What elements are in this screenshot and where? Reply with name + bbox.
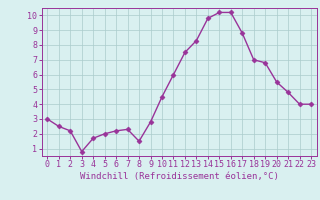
- X-axis label: Windchill (Refroidissement éolien,°C): Windchill (Refroidissement éolien,°C): [80, 172, 279, 181]
